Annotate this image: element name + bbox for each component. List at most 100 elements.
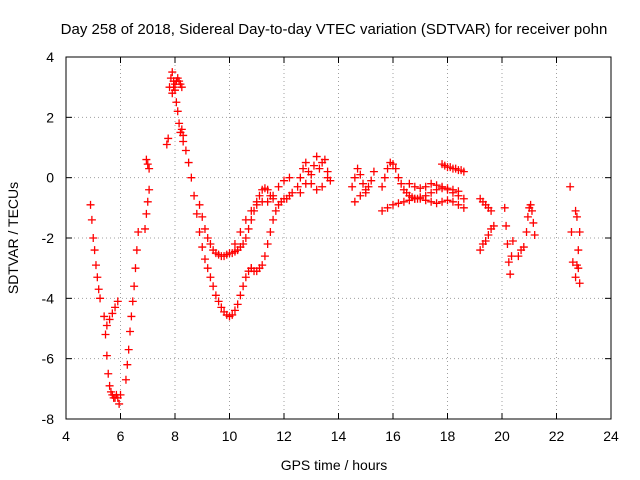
data-point	[113, 297, 122, 306]
data-point	[438, 197, 447, 206]
data-point	[397, 179, 406, 188]
data-point	[394, 199, 403, 208]
y-axis-label: SDTVAR / TECUs	[5, 182, 21, 294]
data-point	[448, 197, 457, 206]
data-point	[195, 227, 204, 236]
data-point	[100, 312, 109, 321]
data-point	[195, 200, 204, 209]
data-point	[500, 203, 509, 212]
series-seg26	[566, 182, 584, 282]
data-point	[526, 200, 535, 209]
data-point	[241, 234, 250, 242]
x-tick-label: 24	[603, 428, 619, 444]
data-point	[143, 197, 152, 206]
data-point	[454, 200, 463, 209]
data-point	[233, 300, 242, 309]
data-point	[299, 164, 308, 173]
data-point	[348, 182, 357, 191]
data-point	[296, 173, 305, 182]
data-point	[102, 321, 111, 330]
data-point	[263, 240, 272, 249]
y-tick-label: -4	[42, 290, 55, 306]
data-point	[145, 185, 154, 194]
y-tick-label: -8	[42, 411, 55, 427]
data-point	[315, 164, 324, 173]
data-point	[459, 167, 468, 176]
data-point	[269, 215, 278, 224]
data-point	[312, 152, 321, 161]
data-point	[427, 179, 436, 188]
data-point	[258, 261, 267, 270]
data-point	[394, 173, 403, 182]
series-seg20	[438, 160, 468, 176]
x-tick-label: 12	[276, 428, 292, 444]
data-point	[94, 285, 103, 294]
grid-lines	[66, 57, 611, 419]
x-axis-label: GPS time / hours	[281, 457, 388, 473]
data-point	[143, 160, 152, 169]
series-seg24	[514, 243, 528, 261]
data-point	[280, 176, 288, 185]
data-point	[241, 273, 250, 282]
data-point	[293, 182, 302, 191]
series-seg6	[142, 155, 154, 173]
data-point	[247, 206, 256, 215]
series-seg9	[179, 137, 256, 321]
data-point	[530, 230, 539, 239]
data-point	[503, 240, 512, 249]
data-point	[124, 345, 133, 354]
data-point	[405, 179, 414, 188]
data-point	[217, 303, 226, 312]
data-point	[168, 89, 177, 98]
data-point	[350, 197, 359, 206]
data-point	[383, 164, 392, 173]
data-point	[566, 182, 575, 191]
data-point	[574, 246, 583, 255]
data-point	[142, 155, 151, 164]
data-point	[198, 212, 207, 221]
data-point	[568, 258, 577, 267]
data-point	[427, 197, 436, 206]
data-point	[504, 258, 513, 267]
data-point	[145, 164, 154, 173]
data-point	[86, 200, 95, 209]
data-point	[459, 194, 468, 203]
data-point	[529, 218, 538, 227]
data-point	[399, 197, 408, 206]
data-point	[356, 191, 365, 200]
y-tick-label: 2	[46, 109, 54, 125]
data-point	[142, 209, 151, 218]
data-point	[367, 176, 376, 185]
series-seg15	[348, 164, 378, 194]
data-point	[514, 252, 523, 261]
data-point	[489, 221, 498, 230]
data-point	[177, 83, 186, 92]
series-seg10	[195, 184, 278, 261]
x-tick-label: 16	[385, 428, 401, 444]
x-tick-labels: 4 6 8 10 12 14 16 18 20 22 24	[62, 428, 619, 444]
data-point	[239, 282, 248, 291]
x-tick-label: 4	[62, 428, 70, 444]
data-point	[108, 309, 117, 318]
data-point	[192, 209, 201, 218]
data-point	[179, 137, 188, 146]
data-point	[312, 185, 321, 194]
data-point	[190, 191, 199, 200]
data-point	[378, 206, 387, 215]
data-point	[175, 119, 184, 128]
series-seg2	[100, 312, 125, 408]
data-point	[380, 173, 389, 182]
data-point	[519, 243, 528, 252]
data-point	[236, 291, 245, 300]
series-seg5	[141, 185, 154, 233]
data-point	[101, 330, 110, 339]
data-point	[104, 369, 113, 378]
series-seg12	[230, 173, 294, 249]
series-seg11	[247, 188, 297, 276]
data-point	[571, 206, 580, 215]
data-point	[263, 185, 272, 194]
data-point	[244, 224, 253, 233]
data-point	[416, 184, 425, 193]
data-points	[86, 68, 584, 408]
x-tick-label: 6	[117, 428, 125, 444]
